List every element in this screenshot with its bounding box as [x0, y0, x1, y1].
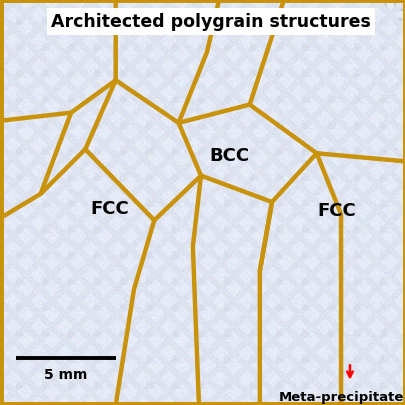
Text: BCC: BCC	[209, 147, 249, 165]
Text: 5 mm: 5 mm	[44, 367, 87, 381]
Text: Meta-precipitate: Meta-precipitate	[278, 390, 403, 403]
Text: FCC: FCC	[317, 202, 356, 220]
Text: Architected polygrain structures: Architected polygrain structures	[51, 13, 370, 31]
Text: FCC: FCC	[90, 200, 129, 217]
